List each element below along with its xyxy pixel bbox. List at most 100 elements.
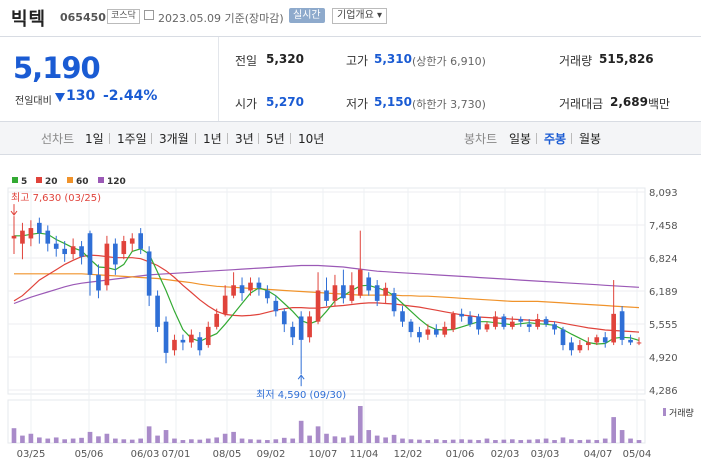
volume-bar [62, 439, 67, 443]
low-annotation: 최저 4,590 (09/30) [256, 389, 346, 401]
volume-bar [391, 434, 397, 443]
divider [218, 37, 219, 121]
candle-body [543, 319, 549, 325]
price-chart[interactable]: 5 20 60 120 거래량 8,093 7,458 6,824 6,189 5,555 4,… [0, 155, 701, 473]
x-tick-label: 09/02 [257, 449, 286, 460]
volume-bar [248, 439, 253, 443]
legend-item: 120 [107, 177, 126, 187]
x-tick-label: 11/04 [350, 449, 379, 460]
tab-3years[interactable]: 3년 [235, 132, 254, 146]
amount-unit: 백만 [648, 97, 671, 111]
ma120-line [13, 264, 640, 305]
volume-bar [231, 431, 236, 443]
high-arrow-head [10, 210, 18, 216]
open-label: 시가 [235, 97, 258, 111]
y-tick-label: 4,920 [649, 353, 678, 364]
x-tick-label: 10/07 [309, 449, 338, 460]
x-tick-label: 07/01 [162, 449, 191, 460]
volume-bar [349, 435, 355, 443]
tab-3months[interactable]: 3개월 [159, 132, 189, 146]
x-tick-label: 05/04 [623, 449, 652, 460]
volume-bar [476, 440, 481, 443]
company-info-dropdown[interactable]: 기업개요 ▾ [332, 8, 387, 24]
volume-bar [180, 440, 186, 443]
volume-bar [172, 438, 177, 443]
volume-bar [53, 437, 59, 443]
x-tick-label: 05/06 [75, 449, 104, 460]
divider [571, 133, 572, 144]
candle-body [560, 329, 566, 346]
candle-body [37, 222, 42, 234]
quote-date: 2023.05.09 기준(장마감) [158, 12, 284, 25]
candle-body [180, 339, 186, 343]
prev-close-value: 5,320 [266, 52, 304, 66]
candle-body [433, 329, 439, 335]
divider [109, 133, 110, 144]
volume-bar [602, 438, 608, 443]
volume-bar [374, 435, 380, 443]
candle-body [273, 300, 279, 312]
tab-1week[interactable]: 1주일 [117, 132, 147, 146]
line-chart-label: 선차트 [41, 132, 75, 146]
amount-value: 2,689 [610, 95, 648, 109]
y-tick-label: 5,555 [649, 320, 678, 331]
candle-body [535, 319, 540, 327]
candle-body [374, 285, 380, 301]
volume-bar [560, 437, 566, 443]
change-value: 130 [66, 88, 96, 104]
volume-bar [400, 438, 405, 443]
volume-bar [450, 439, 456, 443]
candle-body [518, 319, 524, 322]
volume-bar [70, 438, 76, 443]
x-tick-label: 01/06 [446, 449, 475, 460]
chart-tabs: 선차트 1일 1주일 3개월 1년 3년 5년 10년 봉차트 일봉 주봉 월봉 [0, 122, 701, 155]
tab-1year[interactable]: 1년 [203, 132, 222, 146]
volume-bar [205, 438, 211, 443]
tab-1day[interactable]: 1일 [85, 132, 104, 146]
volume-bar [577, 440, 583, 443]
candle-body [265, 290, 270, 299]
candle-body [391, 293, 397, 312]
volume-bar [315, 426, 321, 443]
y-tick-label: 4,286 [649, 386, 678, 397]
volume-bar [121, 439, 127, 443]
realtime-button[interactable]: 실시간 [289, 8, 325, 23]
x-tick-label: 08/05 [213, 449, 242, 460]
candle-body [146, 251, 152, 296]
volume-bar [96, 436, 101, 443]
calendar-icon [144, 10, 154, 20]
candle-body [493, 316, 498, 327]
x-tick-label: 12/02 [394, 449, 423, 460]
volume-bar [189, 439, 194, 443]
candle-body [315, 290, 321, 322]
volume-bar [307, 435, 312, 443]
tab-weekly[interactable]: 주봉 [544, 132, 567, 146]
tab-monthly[interactable]: 월봉 [579, 132, 602, 146]
tab-daily[interactable]: 일봉 [509, 132, 532, 146]
divider [227, 133, 228, 144]
candle-body [79, 246, 84, 257]
volume-bar [290, 438, 296, 443]
candle-body [442, 326, 448, 335]
volume-bar [332, 436, 338, 443]
tab-5years[interactable]: 5년 [266, 132, 285, 146]
volume-bar [586, 439, 591, 443]
stock-code: 065450 [60, 11, 106, 24]
candle-body [408, 321, 414, 333]
divider [151, 133, 152, 144]
candle-body [248, 282, 253, 291]
volume-bar [256, 439, 262, 443]
candle-body [28, 228, 34, 239]
candle-body [476, 316, 481, 330]
volume-bar [324, 433, 329, 443]
divider [290, 133, 291, 144]
tab-10years[interactable]: 10년 [298, 132, 325, 146]
candle-body [400, 311, 405, 322]
candle-body [172, 339, 177, 351]
candle-chart-label: 봉차트 [464, 132, 498, 146]
volume-bar [163, 430, 169, 443]
low-arrow-head [297, 374, 305, 380]
volume-bar [265, 440, 270, 443]
candle-body [155, 295, 160, 327]
volume-bar [408, 439, 414, 443]
